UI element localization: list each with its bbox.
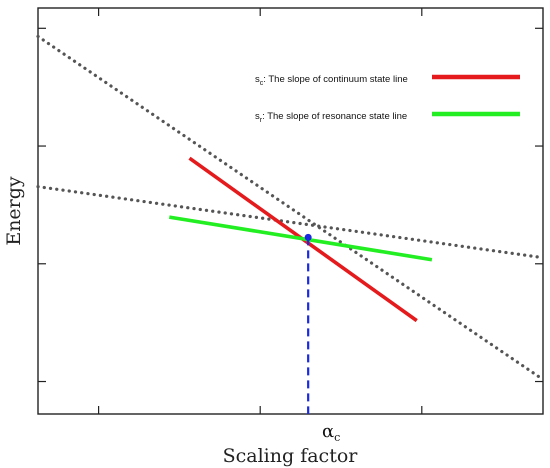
alpha-c-label: αc — [322, 421, 340, 444]
legend-symbol-continuum: s — [255, 74, 260, 85]
alpha-symbol: α — [322, 421, 334, 442]
legend-sub-continuum: c — [260, 80, 264, 87]
slope-line-resonance — [169, 215, 433, 262]
dotted-line-resonance — [36, 185, 545, 260]
series-layer — [36, 34, 545, 382]
legend: sc: The slope of continuum state line sr… — [255, 74, 520, 124]
x-axis-title: Scaling factor — [223, 445, 359, 467]
plot-frame — [37, 7, 544, 415]
legend-text-resonance: sr: The slope of resonance state line — [255, 111, 407, 124]
legend-label-resonance: : The slope of resonance state line — [262, 111, 407, 122]
legend-text-continuum: sc: The slope of continuum state line — [255, 74, 408, 87]
dotted-line-continuum — [36, 34, 545, 382]
legend-sub-resonance: r — [260, 117, 263, 124]
legend-label-continuum: : The slope of continuum state line — [263, 74, 408, 85]
crossing-point — [304, 233, 312, 241]
alpha-subscript: c — [334, 431, 340, 444]
axis-ticks — [38, 8, 543, 414]
legend-symbol-resonance: s — [255, 111, 260, 122]
y-axis-title: Energy — [3, 176, 25, 246]
plot-area — [36, 7, 545, 415]
